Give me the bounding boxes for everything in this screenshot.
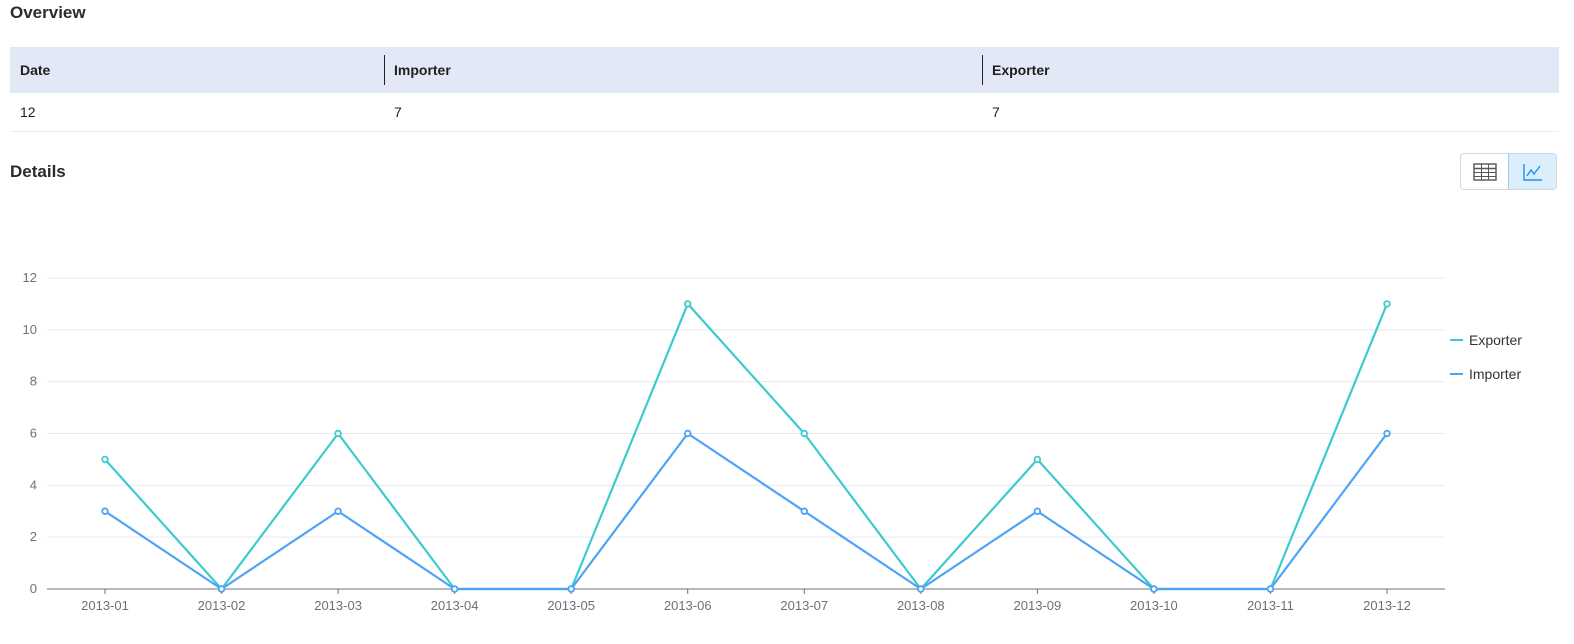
y-tick-label: 8 [30,374,37,389]
x-tick-label: 2013-07 [780,598,828,613]
y-tick-label: 4 [30,477,37,492]
cell-date: 12 [10,93,384,132]
table-row: 12 7 7 [10,93,1559,132]
overview-header-row: Date Importer Exporter [10,47,1559,93]
exporter-data-point [684,300,692,308]
column-header-exporter[interactable]: Exporter [982,47,1559,93]
y-tick-label: 10 [23,322,37,337]
importer-data-point [217,585,226,593]
chart-view-button[interactable] [1508,154,1556,189]
exporter-data-point [101,455,109,464]
exporter-series-line [104,302,1389,591]
exporter-legend-label: Exporter [1469,332,1522,348]
cell-exporter: 7 [982,93,1559,132]
column-header-importer[interactable]: Importer [384,47,982,93]
importer-data-point [1383,429,1391,438]
exporter-data-point [1033,455,1042,464]
importer-data-point [800,507,808,515]
overview-title: Overview [10,3,86,22]
exporter-data-point [334,429,342,438]
importer-data-point [334,507,342,515]
importer-data-point [1150,585,1158,593]
overview-table: Date Importer Exporter 12 7 7 [10,47,1559,132]
cell-importer: 7 [384,93,982,132]
y-tick-label: 12 [23,270,37,285]
x-tick-label: 2013-01 [81,598,129,613]
y-tick-label: 2 [30,529,37,544]
x-tick-label: 2013-02 [198,598,246,613]
x-tick-label: 2013-04 [431,598,479,613]
importer-data-point [450,585,459,593]
importer-series-line [104,432,1388,591]
x-tick-label: 2013-08 [897,598,945,613]
y-tick-label: 0 [30,581,37,596]
x-tick-label: 2013-03 [314,598,362,613]
importer-data-point [567,585,575,593]
exporter-data-point [1383,300,1391,308]
line-chart-icon [1522,163,1542,181]
importer-data-point [1266,585,1275,593]
importer-legend-label: Importer [1469,366,1521,382]
view-toggle [1460,153,1557,190]
line-chart: 0 2 4 6 8 10 12 2013-01 2013-02 2013-03 2013-04 201… [23,270,1523,613]
importer-data-point [684,429,692,438]
x-tick-label: 2013-10 [1130,598,1178,613]
x-tick-label: 2013-11 [1247,598,1294,613]
y-tick-label: 6 [30,426,37,441]
x-tick-label: 2013-06 [664,598,712,613]
x-tick-label: 2013-09 [1014,598,1062,613]
x-tick-label: 2013-05 [547,598,595,613]
x-tick-label: 2013-12 [1363,598,1411,613]
details-title: Details [10,162,66,181]
importer-data-point [101,507,109,515]
importer-data-point [1033,507,1042,515]
table-view-button[interactable] [1461,154,1508,189]
column-header-date[interactable]: Date [10,47,384,93]
table-icon [1472,162,1497,181]
exporter-data-point [800,429,808,438]
importer-data-point [917,585,925,593]
